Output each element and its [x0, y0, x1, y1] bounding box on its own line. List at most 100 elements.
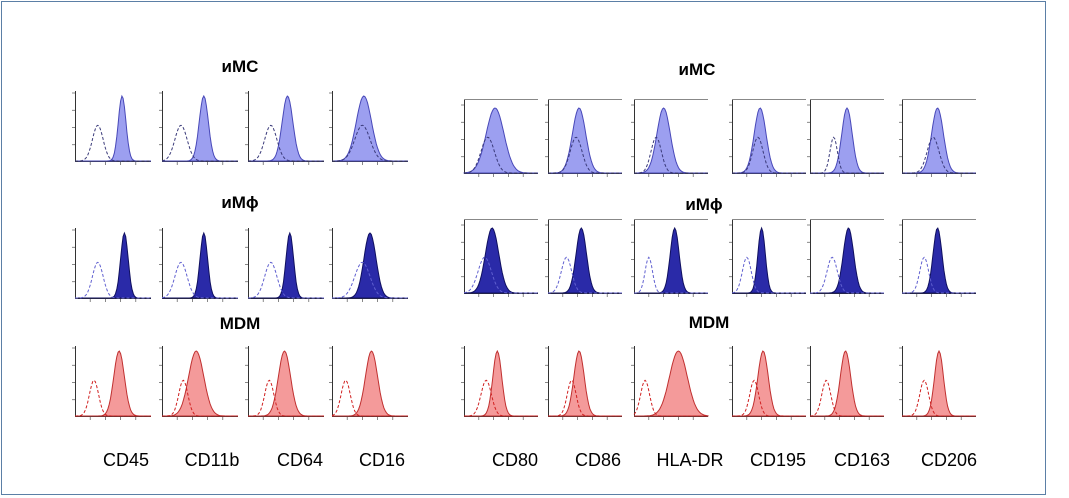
panel-axes — [732, 219, 806, 294]
marker-histogram — [810, 107, 884, 174]
histogram-right-r1-hla-dr — [631, 219, 708, 297]
histogram-right-r2-hla-dr — [631, 346, 709, 420]
marker-histogram — [248, 231, 324, 299]
isotype-control-histogram — [548, 379, 622, 417]
histogram-right-r0-hla-dr — [631, 99, 708, 177]
histogram-right-r2-cd80 — [461, 346, 538, 420]
marker-histogram — [548, 107, 622, 174]
isotype-control-histogram — [464, 379, 538, 417]
histogram-right-r1-cd195 — [729, 219, 806, 297]
histogram-left-r2-cd64 — [245, 346, 324, 420]
histogram-left-r1-cd64 — [245, 228, 324, 302]
marker-histogram — [332, 95, 408, 162]
row-title-imphi-right: иMϕ — [685, 195, 723, 214]
marker-histogram — [634, 350, 709, 417]
histogram-left-r0-cd11b — [159, 91, 238, 165]
figure-frame: иMC иMϕ MDM иMC иMϕ MDM CD45 CD11b CD64 … — [1, 1, 1046, 495]
isotype-control-histogram — [162, 379, 238, 417]
marker-histogram — [75, 231, 151, 299]
histogram-right-r1-cd206 — [899, 219, 976, 297]
isotype-control-histogram — [75, 379, 151, 417]
marker-histogram — [463, 107, 538, 174]
marker-label-cd206: CD206 — [920, 450, 978, 470]
histogram-right-r1-cd86 — [545, 219, 622, 297]
isotype-control-histogram — [810, 136, 884, 174]
isotype-control-histogram — [75, 261, 151, 299]
marker-histogram — [902, 107, 976, 174]
marker-histogram — [634, 226, 708, 294]
isotype-control-histogram — [248, 379, 324, 417]
isotype-control-histogram — [332, 124, 408, 162]
histogram-left-r2-cd11b — [159, 346, 238, 420]
marker-histogram — [902, 349, 976, 417]
isotype-control-histogram — [810, 256, 884, 294]
histogram-left-r1-cd11b — [159, 228, 238, 302]
panel-axes — [75, 91, 151, 162]
isotype-control-histogram — [463, 256, 538, 294]
marker-histogram — [732, 350, 806, 417]
histogram-left-r1-cd45 — [72, 228, 151, 302]
isotype-control-histogram — [732, 136, 806, 174]
marker-histogram — [75, 94, 151, 162]
marker-histogram — [464, 227, 538, 294]
histogram-left-r1-cd16 — [329, 228, 408, 302]
isotype-control-histogram — [161, 261, 238, 299]
histogram-right-r2-cd195 — [729, 346, 806, 420]
marker-histogram — [732, 226, 806, 294]
isotype-control-histogram — [332, 261, 408, 299]
histogram-left-r0-cd64 — [245, 91, 324, 165]
marker-label-cd195: CD195 — [749, 450, 807, 470]
isotype-control-histogram — [247, 261, 324, 299]
row-title-mdm-right: MDM — [688, 313, 730, 332]
isotype-control-histogram — [732, 379, 806, 417]
marker-histogram — [162, 350, 238, 417]
histogram-right-r2-cd206 — [899, 346, 976, 420]
isotype-control-histogram — [731, 256, 806, 294]
marker-label-cd16: CD16 — [358, 450, 406, 470]
marker-histogram — [634, 107, 708, 174]
marker-histogram — [902, 227, 976, 294]
histogram-right-r1-cd163 — [807, 219, 884, 297]
marker-label-cd11b: CD11b — [184, 450, 240, 470]
marker-histogram — [810, 227, 884, 294]
panel-axes — [75, 228, 151, 299]
isotype-control-histogram — [247, 124, 324, 162]
histogram-right-r1-cd80 — [461, 219, 538, 297]
marker-histogram — [162, 94, 238, 162]
marker-histogram — [248, 95, 324, 162]
histogram-right-r2-cd163 — [807, 346, 884, 420]
isotype-control-histogram — [634, 256, 708, 294]
histogram-left-r2-cd45 — [72, 346, 151, 420]
marker-histogram — [810, 350, 884, 417]
marker-label-cd64: CD64 — [276, 450, 324, 470]
histogram-left-r2-cd16 — [329, 346, 408, 420]
row-title-imphi-left: иMϕ — [221, 193, 259, 212]
marker-label-cd80: CD80 — [491, 450, 539, 470]
isotype-control-histogram — [548, 136, 622, 174]
marker-histogram — [248, 350, 324, 417]
marker-histogram — [548, 227, 622, 294]
marker-label-cd86: CD86 — [574, 450, 622, 470]
row-title-mdm-left: MDM — [219, 314, 261, 333]
histogram-right-r2-cd86 — [545, 346, 622, 420]
isotype-control-histogram — [634, 136, 708, 174]
histogram-right-r0-cd206 — [899, 99, 976, 177]
isotype-control-histogram — [75, 124, 151, 162]
marker-histogram — [162, 231, 238, 299]
marker-histogram — [464, 349, 538, 417]
isotype-control-histogram — [464, 136, 538, 174]
row-title-imc-left: иMC — [221, 57, 259, 76]
histogram-left-r0-cd45 — [72, 91, 151, 165]
isotype-control-histogram — [633, 379, 708, 417]
row-title-imc-right: иMC — [678, 60, 716, 79]
isotype-control-histogram — [809, 379, 884, 417]
marker-histogram — [332, 232, 408, 299]
histogram-right-r0-cd195 — [729, 99, 806, 177]
marker-label-cd45: CD45 — [102, 450, 150, 470]
histogram-right-r0-cd80 — [461, 99, 538, 177]
marker-histogram — [548, 350, 622, 417]
isotype-control-histogram — [548, 256, 622, 294]
marker-label-cd163: CD163 — [833, 450, 891, 470]
histogram-right-r0-cd86 — [545, 99, 622, 177]
isotype-control-histogram — [331, 379, 408, 417]
